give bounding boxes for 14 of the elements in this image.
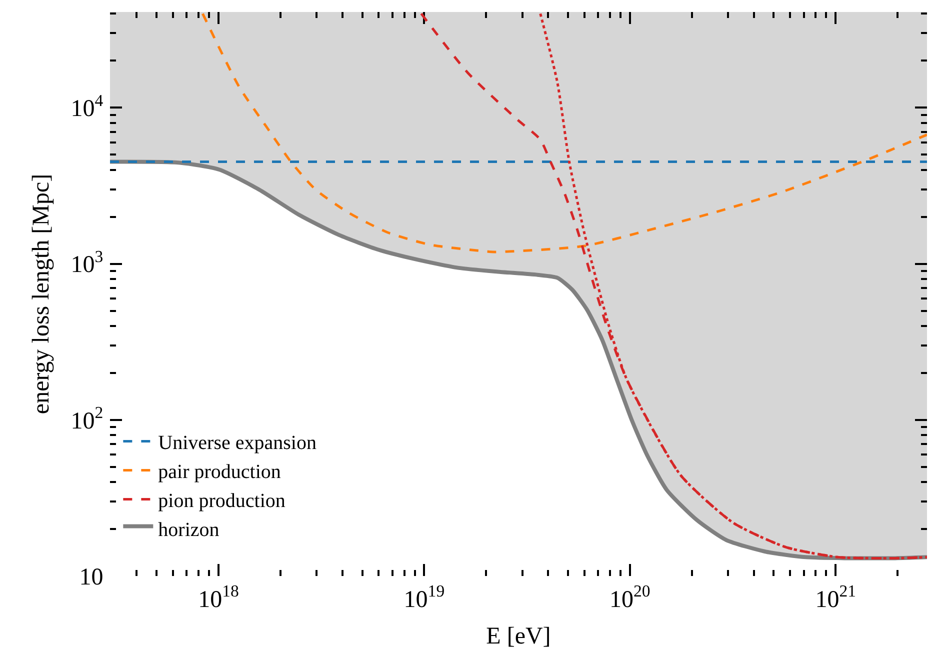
legend-label: pion production bbox=[158, 490, 286, 512]
legend-label: horizon bbox=[158, 519, 220, 542]
x-tick-label: 10$^{20}$ bbox=[610, 582, 650, 613]
x-tick-label: 10$^{19}$ bbox=[404, 582, 445, 613]
x-tick-label: 10$^{21}$ bbox=[815, 582, 856, 613]
legend-label: pair production bbox=[158, 461, 281, 484]
legend-label: Universe expansion bbox=[158, 432, 316, 454]
y-tick-label: 10$^{3}$ bbox=[70, 247, 104, 278]
x-axis-title: E [eV] bbox=[486, 624, 551, 650]
x-tick-label: 10$^{18}$ bbox=[198, 582, 239, 613]
y-tick-label: 10$^{2}$ bbox=[70, 403, 104, 434]
y-tick-label: 10 bbox=[79, 564, 104, 590]
y-tick-label: 10$^{4}$ bbox=[70, 90, 104, 122]
y-axis-title: energy loss length [Mpc] bbox=[28, 174, 54, 414]
